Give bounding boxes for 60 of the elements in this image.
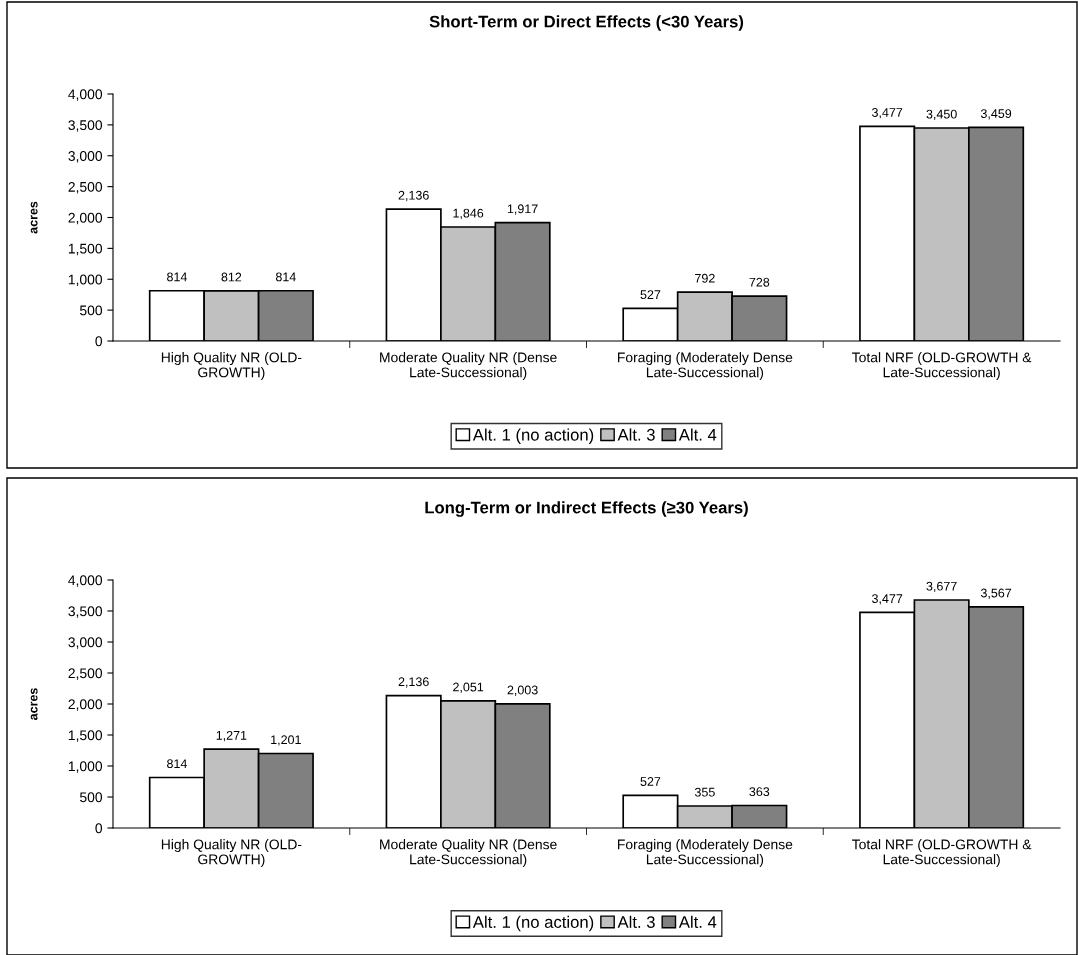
y-tick-label: 0 (95, 823, 103, 834)
x-tick-label: High Quality NR (OLD- GROWTH) (161, 352, 302, 381)
data-label: 3,477 (872, 594, 903, 605)
x-tick-label: Foraging (Moderately Dense Late-Successional) (618, 352, 793, 381)
legend-label: Alt. 4 (678, 428, 717, 441)
data-label: 3,477 (872, 108, 903, 119)
x-tick-label: Total NRF (OLD-GROWTH & Late-Successional) (852, 839, 1032, 868)
y-tick-label: 500 (79, 792, 103, 803)
y-tick-label: 4,000 (68, 89, 103, 101)
data-label: 363 (749, 787, 770, 797)
y-tick-label: 3,000 (68, 151, 103, 163)
data-label: 1,917 (507, 204, 538, 215)
chart-title: Long-Term or Indirect Effects (≥30 Years) (425, 501, 748, 517)
x-tick-label: High Quality NR (OLD- GROWTH) (161, 839, 302, 868)
data-label: 3,677 (926, 581, 957, 593)
data-label: 3,459 (980, 109, 1012, 120)
x-tick-label: Foraging (Moderately Dense Late-Successional) (618, 839, 793, 868)
y-tick-label: 1,000 (68, 761, 103, 773)
data-label: 814 (167, 272, 187, 282)
y-axis-title: acres (30, 688, 38, 720)
legend-label: Alt. 4 (678, 915, 717, 928)
x-tick-label: Total NRF (OLD-GROWTH & Late-Successional) (852, 352, 1032, 381)
data-label: 1,201 (271, 735, 301, 746)
x-tick-label: Moderate Quality NR (Dense Late-Successional) (380, 352, 557, 381)
data-label: 2,136 (398, 677, 429, 688)
data-label: 3,567 (980, 588, 1012, 599)
legend-label: Alt. 1 (no action) (472, 915, 594, 932)
data-label: 2,051 (453, 682, 484, 693)
y-tick-label: 1,000 (68, 274, 103, 287)
legend-label: Alt. 1 (no action) (472, 428, 594, 444)
data-label: 527 (640, 290, 661, 300)
y-tick-label: 2,000 (68, 212, 103, 225)
legend-label: Alt. 3 (617, 428, 655, 441)
y-tick-label: 3,500 (68, 606, 103, 618)
y-axis-title: acres (30, 201, 38, 234)
y-tick-label: 2,000 (68, 699, 103, 711)
y-tick-label: 3,500 (68, 120, 103, 132)
y-tick-label: 3,000 (68, 637, 103, 649)
y-tick-label: 1,500 (68, 243, 103, 256)
data-label: 355 (694, 787, 715, 797)
y-tick-label: 2,500 (68, 181, 103, 194)
legend-label: Alt. 3 (617, 915, 655, 928)
y-tick-label: 0 (95, 336, 103, 347)
data-label: 527 (640, 777, 661, 786)
chart-title: Short-Term or Direct Effects (<30 Years) (429, 15, 744, 31)
data-label: 728 (749, 277, 770, 287)
y-tick-label: 2,500 (68, 668, 103, 680)
data-label: 792 (695, 273, 715, 283)
data-label: 1,846 (453, 208, 484, 220)
x-tick-label: Moderate Quality NR (Dense Late-Successional) (380, 839, 557, 868)
data-label: 3,450 (926, 109, 957, 121)
data-label: 812 (221, 272, 242, 282)
y-tick-label: 500 (79, 305, 103, 316)
data-label: 814 (167, 759, 187, 769)
y-tick-label: 4,000 (68, 575, 103, 587)
data-label: 814 (275, 272, 296, 282)
data-label: 2,136 (398, 190, 429, 202)
y-tick-label: 1,500 (68, 730, 103, 742)
data-label: 2,003 (507, 685, 538, 696)
data-label: 1,271 (216, 730, 247, 742)
